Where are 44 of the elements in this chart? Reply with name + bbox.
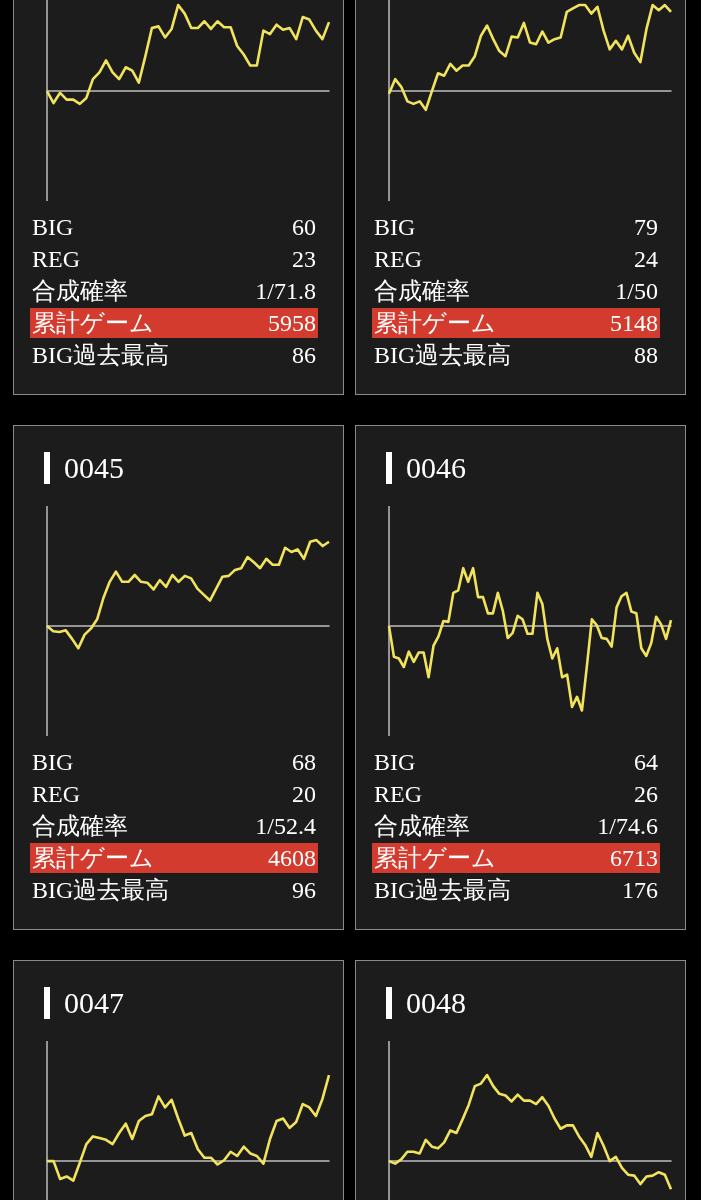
- text: 累計ゲーム: [32, 844, 154, 873]
- text: BIG: [32, 213, 74, 242]
- chart-title: 0045: [64, 451, 124, 485]
- text: 64: [634, 748, 658, 777]
- text: 23: [292, 245, 316, 274]
- text: 20: [292, 780, 316, 809]
- text: 1/52.4: [255, 812, 316, 841]
- text: 合成確率: [32, 812, 128, 841]
- text: REG: [32, 245, 80, 274]
- text: 26: [634, 780, 658, 809]
- text: BIG: [374, 748, 416, 777]
- text: 5958: [268, 309, 316, 338]
- text: 合成確率: [374, 812, 470, 841]
- text: 86: [292, 341, 316, 370]
- text: BIG: [32, 748, 74, 777]
- text: 合成確率: [374, 277, 470, 306]
- chart-title: 0048: [406, 986, 466, 1020]
- text: 累計ゲーム: [374, 309, 496, 338]
- text: REG: [32, 780, 80, 809]
- text: 合成確率: [32, 277, 128, 306]
- text: 1/50: [615, 277, 658, 306]
- text: BIG過去最高: [374, 876, 512, 905]
- chart-title: 0046: [406, 451, 466, 485]
- text: 1/74.6: [597, 812, 658, 841]
- text: BIG過去最高: [32, 876, 170, 905]
- text: 24: [634, 245, 658, 274]
- text: 88: [634, 341, 658, 370]
- text: 79: [634, 213, 658, 242]
- text: BIG過去最高: [32, 341, 170, 370]
- text: BIG過去最高: [374, 341, 512, 370]
- text: 4608: [268, 844, 316, 873]
- text: REG: [374, 780, 422, 809]
- text: 68: [292, 748, 316, 777]
- text: BIG: [374, 213, 416, 242]
- text: 96: [292, 876, 316, 905]
- text: 累計ゲーム: [374, 844, 496, 873]
- chart-title: 0047: [64, 986, 124, 1020]
- text: 176: [622, 876, 658, 905]
- text: 5148: [610, 309, 658, 338]
- text: REG: [374, 245, 422, 274]
- text: 累計ゲーム: [32, 309, 154, 338]
- text: 1/71.8: [255, 277, 316, 306]
- text: 6713: [610, 844, 658, 873]
- text: 60: [292, 213, 316, 242]
